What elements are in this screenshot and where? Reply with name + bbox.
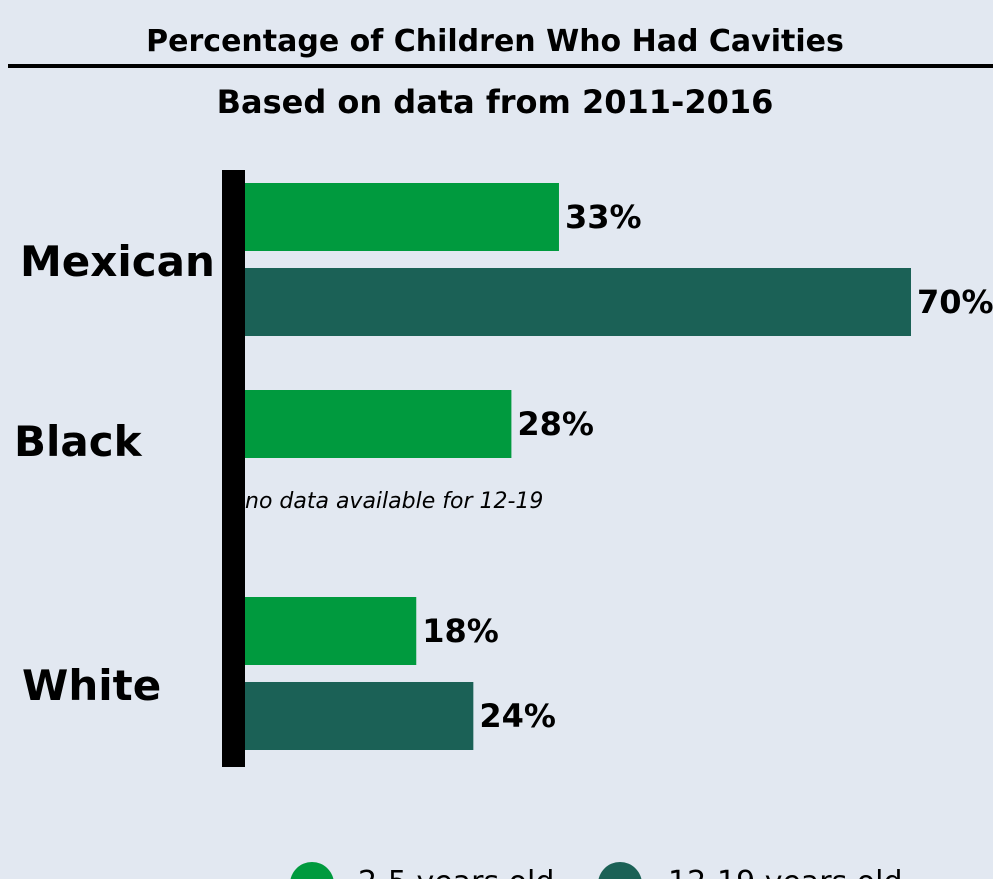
legend-label-2-5: 2-5 years old bbox=[358, 865, 554, 879]
data-label-mexican-2-5: 33% bbox=[565, 198, 642, 236]
data-label-white-2-5: 18% bbox=[422, 612, 499, 650]
legend-swatch-2-5 bbox=[290, 862, 334, 879]
bars: 33% 70% 28% 18% 24% bbox=[245, 183, 993, 750]
chart-subtitle: Based on data from 2011-2016 bbox=[217, 83, 774, 121]
legend-swatch-12-19 bbox=[598, 862, 642, 879]
bar-white-2-5 bbox=[245, 597, 417, 665]
no-data-note: no data available for 12-19 bbox=[245, 489, 543, 514]
title-rule bbox=[8, 64, 993, 68]
bar-black-2-5 bbox=[245, 390, 512, 458]
category-label-white: White bbox=[22, 661, 161, 710]
bar-white-12-19 bbox=[245, 682, 474, 750]
axis-line bbox=[222, 170, 245, 767]
data-label-white-12-19: 24% bbox=[479, 697, 556, 735]
bar-mexican-2-5 bbox=[245, 183, 559, 251]
data-label-black-2-5: 28% bbox=[517, 405, 594, 443]
category-label-black: Black bbox=[14, 417, 143, 466]
chart-title: Percentage of Children Who Had Cavities bbox=[146, 24, 844, 59]
category-label-mexican: Mexican bbox=[20, 237, 215, 286]
data-label-mexican-12-19: 70% bbox=[917, 283, 993, 321]
bar-mexican-12-19 bbox=[245, 268, 911, 336]
legend-label-12-19: 12-19 years old bbox=[668, 865, 903, 879]
